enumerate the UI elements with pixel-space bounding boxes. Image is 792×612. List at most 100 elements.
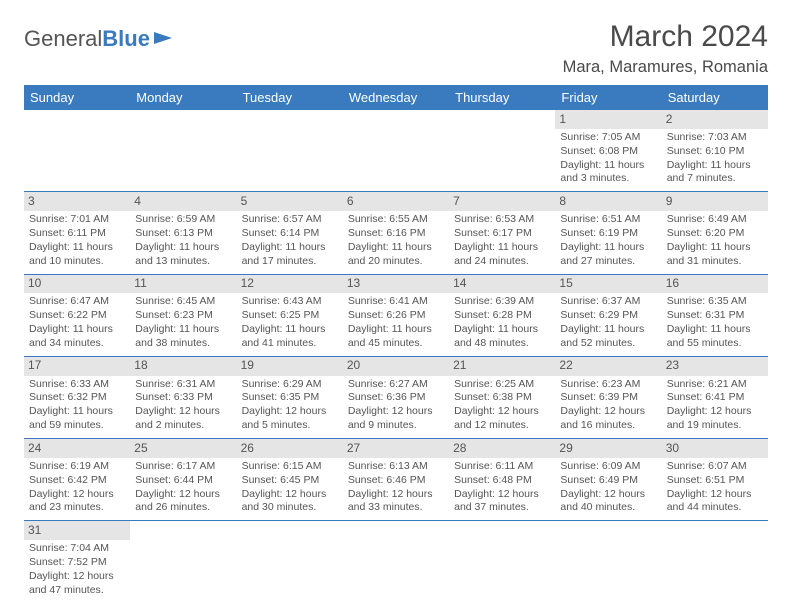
day-header: Tuesday (237, 85, 343, 110)
sunset-text: Sunset: 7:52 PM (29, 556, 125, 570)
calendar-cell: 12Sunrise: 6:43 AMSunset: 6:25 PMDayligh… (237, 274, 343, 356)
header: GeneralBlue March 2024 Mara, Maramures, … (24, 20, 768, 77)
day-number: 4 (130, 192, 236, 211)
sunset-text: Sunset: 6:23 PM (135, 309, 231, 323)
sunrise-text: Sunrise: 6:41 AM (348, 295, 444, 309)
calendar-cell: 5Sunrise: 6:57 AMSunset: 6:14 PMDaylight… (237, 192, 343, 274)
sunset-text: Sunset: 6:16 PM (348, 227, 444, 241)
day-header: Friday (555, 85, 661, 110)
sunset-text: Sunset: 6:28 PM (454, 309, 550, 323)
daylight-text: Daylight: 11 hours and 7 minutes. (667, 159, 763, 187)
calendar-cell: 27Sunrise: 6:13 AMSunset: 6:46 PMDayligh… (343, 439, 449, 521)
day-number: 1 (555, 110, 661, 129)
sunset-text: Sunset: 6:14 PM (242, 227, 338, 241)
sunrise-text: Sunrise: 6:09 AM (560, 460, 656, 474)
calendar-cell: 26Sunrise: 6:15 AMSunset: 6:45 PMDayligh… (237, 439, 343, 521)
calendar-cell (555, 521, 661, 603)
day-number: 31 (24, 521, 130, 540)
sunset-text: Sunset: 6:41 PM (667, 391, 763, 405)
calendar-cell: 25Sunrise: 6:17 AMSunset: 6:44 PMDayligh… (130, 439, 236, 521)
day-number: 21 (449, 357, 555, 376)
day-number: 11 (130, 275, 236, 294)
sunrise-text: Sunrise: 6:11 AM (454, 460, 550, 474)
daylight-text: Daylight: 12 hours and 2 minutes. (135, 405, 231, 433)
daylight-text: Daylight: 12 hours and 44 minutes. (667, 488, 763, 516)
day-number: 27 (343, 439, 449, 458)
day-number: 10 (24, 275, 130, 294)
calendar-cell (24, 110, 130, 192)
sunset-text: Sunset: 6:10 PM (667, 145, 763, 159)
calendar-row: 1Sunrise: 7:05 AMSunset: 6:08 PMDaylight… (24, 110, 768, 192)
sunrise-text: Sunrise: 6:25 AM (454, 378, 550, 392)
day-number: 14 (449, 275, 555, 294)
day-number: 3 (24, 192, 130, 211)
day-header: Thursday (449, 85, 555, 110)
calendar-row: 10Sunrise: 6:47 AMSunset: 6:22 PMDayligh… (24, 274, 768, 356)
sunset-text: Sunset: 6:08 PM (560, 145, 656, 159)
sunrise-text: Sunrise: 6:49 AM (667, 213, 763, 227)
sunset-text: Sunset: 6:44 PM (135, 474, 231, 488)
day-number: 12 (237, 275, 343, 294)
daylight-text: Daylight: 11 hours and 52 minutes. (560, 323, 656, 351)
daylight-text: Daylight: 11 hours and 34 minutes. (29, 323, 125, 351)
daylight-text: Daylight: 12 hours and 26 minutes. (135, 488, 231, 516)
calendar-cell: 3Sunrise: 7:01 AMSunset: 6:11 PMDaylight… (24, 192, 130, 274)
sunrise-text: Sunrise: 6:27 AM (348, 378, 444, 392)
sunset-text: Sunset: 6:26 PM (348, 309, 444, 323)
sunrise-text: Sunrise: 7:01 AM (29, 213, 125, 227)
daylight-text: Daylight: 11 hours and 41 minutes. (242, 323, 338, 351)
day-number: 13 (343, 275, 449, 294)
day-number: 24 (24, 439, 130, 458)
day-number: 18 (130, 357, 236, 376)
calendar-cell (237, 110, 343, 192)
calendar-cell (449, 521, 555, 603)
calendar-cell: 23Sunrise: 6:21 AMSunset: 6:41 PMDayligh… (662, 356, 768, 438)
logo-text-1: General (24, 26, 102, 52)
sunrise-text: Sunrise: 6:31 AM (135, 378, 231, 392)
calendar-cell: 13Sunrise: 6:41 AMSunset: 6:26 PMDayligh… (343, 274, 449, 356)
daylight-text: Daylight: 11 hours and 45 minutes. (348, 323, 444, 351)
calendar-cell: 17Sunrise: 6:33 AMSunset: 6:32 PMDayligh… (24, 356, 130, 438)
sunset-text: Sunset: 6:19 PM (560, 227, 656, 241)
calendar-cell: 9Sunrise: 6:49 AMSunset: 6:20 PMDaylight… (662, 192, 768, 274)
daylight-text: Daylight: 12 hours and 12 minutes. (454, 405, 550, 433)
day-number: 30 (662, 439, 768, 458)
day-number: 19 (237, 357, 343, 376)
calendar-head: SundayMondayTuesdayWednesdayThursdayFrid… (24, 85, 768, 110)
day-number: 23 (662, 357, 768, 376)
calendar-cell: 15Sunrise: 6:37 AMSunset: 6:29 PMDayligh… (555, 274, 661, 356)
calendar-cell: 16Sunrise: 6:35 AMSunset: 6:31 PMDayligh… (662, 274, 768, 356)
sunrise-text: Sunrise: 6:35 AM (667, 295, 763, 309)
calendar-cell (130, 110, 236, 192)
sunset-text: Sunset: 6:49 PM (560, 474, 656, 488)
sunset-text: Sunset: 6:32 PM (29, 391, 125, 405)
day-number: 6 (343, 192, 449, 211)
calendar-cell (343, 110, 449, 192)
daylight-text: Daylight: 12 hours and 23 minutes. (29, 488, 125, 516)
location: Mara, Maramures, Romania (563, 58, 768, 77)
flag-icon (154, 26, 176, 52)
calendar-cell: 1Sunrise: 7:05 AMSunset: 6:08 PMDaylight… (555, 110, 661, 192)
month-title: March 2024 (563, 20, 768, 54)
sunrise-text: Sunrise: 7:03 AM (667, 131, 763, 145)
calendar-row: 24Sunrise: 6:19 AMSunset: 6:42 PMDayligh… (24, 439, 768, 521)
day-number: 17 (24, 357, 130, 376)
daylight-text: Daylight: 11 hours and 24 minutes. (454, 241, 550, 269)
sunset-text: Sunset: 6:46 PM (348, 474, 444, 488)
sunset-text: Sunset: 6:45 PM (242, 474, 338, 488)
calendar-cell (130, 521, 236, 603)
daylight-text: Daylight: 12 hours and 9 minutes. (348, 405, 444, 433)
daylight-text: Daylight: 11 hours and 31 minutes. (667, 241, 763, 269)
calendar-cell: 7Sunrise: 6:53 AMSunset: 6:17 PMDaylight… (449, 192, 555, 274)
title-block: March 2024 Mara, Maramures, Romania (563, 20, 768, 77)
calendar-table: SundayMondayTuesdayWednesdayThursdayFrid… (24, 85, 768, 603)
daylight-text: Daylight: 11 hours and 10 minutes. (29, 241, 125, 269)
daylight-text: Daylight: 12 hours and 40 minutes. (560, 488, 656, 516)
day-number: 25 (130, 439, 236, 458)
daylight-text: Daylight: 11 hours and 48 minutes. (454, 323, 550, 351)
daylight-text: Daylight: 11 hours and 55 minutes. (667, 323, 763, 351)
day-header: Saturday (662, 85, 768, 110)
calendar-row: 31Sunrise: 7:04 AMSunset: 7:52 PMDayligh… (24, 521, 768, 603)
logo-text-2: Blue (102, 26, 150, 52)
day-number: 9 (662, 192, 768, 211)
